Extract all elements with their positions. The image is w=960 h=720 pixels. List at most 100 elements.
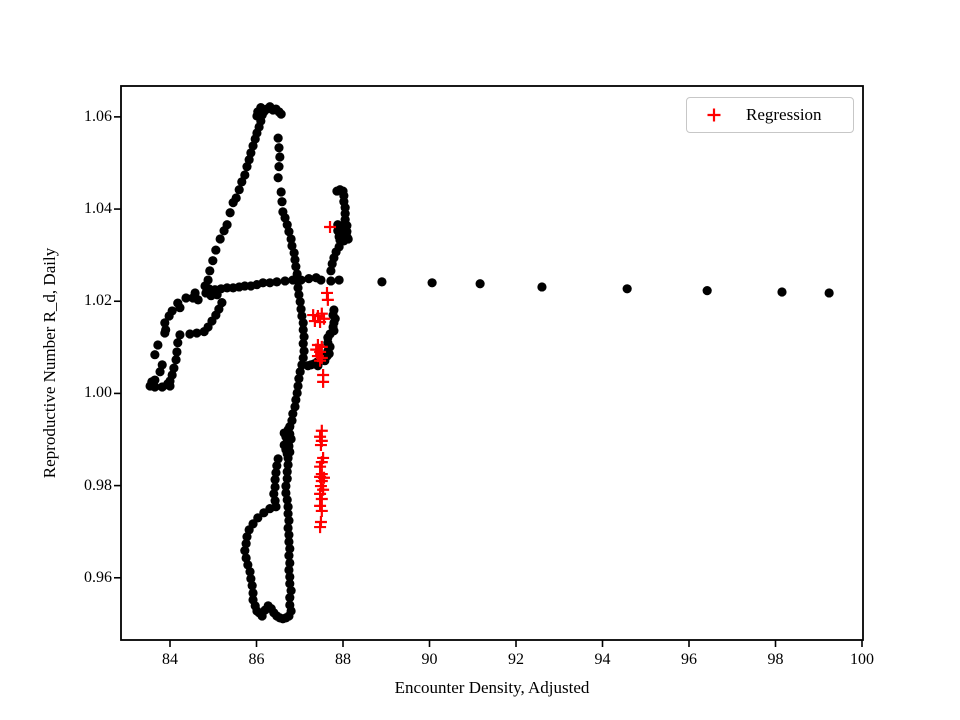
data-point [286, 586, 296, 596]
data-point [298, 325, 308, 335]
data-point [173, 298, 183, 308]
regression-point [315, 424, 328, 437]
data-point [326, 276, 336, 286]
data-point [247, 581, 257, 591]
y-tick-label: 1.04 [84, 200, 112, 218]
data-point [265, 278, 275, 288]
data-point [155, 367, 165, 377]
data-point [281, 488, 291, 498]
regression-point [321, 293, 334, 306]
data-point [258, 278, 268, 288]
data-point [291, 395, 301, 405]
data-point [161, 325, 171, 335]
data-point [294, 374, 304, 384]
data-point [153, 340, 163, 350]
data-point [169, 363, 179, 373]
data-point [326, 266, 336, 276]
data-point [164, 311, 174, 321]
data-point [283, 509, 293, 519]
data-point [163, 379, 173, 389]
x-tick-label: 94 [594, 651, 611, 668]
data-point [298, 353, 308, 363]
x-tick-label: 84 [162, 651, 178, 668]
data-point [334, 275, 344, 285]
data-point [240, 545, 250, 556]
data-point [241, 553, 251, 563]
data-point [273, 454, 283, 464]
data-point [276, 187, 286, 197]
data-point [185, 329, 195, 339]
regression-point [314, 460, 327, 473]
data-point [283, 460, 293, 470]
data-point [304, 274, 314, 284]
data-point [157, 360, 167, 370]
data-point [284, 565, 294, 575]
data-point [150, 350, 160, 360]
data-point [702, 286, 712, 296]
data-point [284, 516, 294, 526]
regression-plus-icon [704, 105, 724, 125]
data-point [622, 284, 632, 294]
data-point [282, 495, 292, 505]
data-point [217, 298, 227, 308]
data-point [270, 475, 280, 485]
data-point [280, 276, 290, 286]
data-point [327, 259, 337, 269]
data-point [295, 297, 305, 307]
data-point [175, 330, 185, 340]
data-point [272, 277, 282, 287]
data-point [283, 523, 293, 533]
data-point [291, 262, 301, 272]
data-point [150, 382, 160, 392]
data-point [287, 241, 297, 251]
data-point [242, 162, 252, 172]
y-tick-label: 0.98 [84, 476, 112, 494]
regression-point [315, 492, 328, 505]
data-point [241, 539, 251, 549]
data-point [192, 328, 202, 338]
data-point [193, 295, 203, 305]
data-point [298, 318, 308, 328]
data-point [285, 600, 295, 610]
data-point [282, 474, 292, 484]
data-point [246, 574, 256, 584]
data-point [475, 279, 485, 289]
data-point [274, 162, 284, 172]
x-tick-label: 92 [508, 651, 524, 668]
data-point [242, 532, 252, 542]
data-point [243, 560, 253, 570]
x-tick-label: 88 [335, 651, 351, 668]
data-point [293, 381, 303, 391]
data-point [244, 525, 254, 535]
data-point [181, 293, 191, 303]
y-axis-label: Reproductive Number R_d, Daily [40, 247, 59, 479]
regression-point [314, 439, 327, 452]
data-point [240, 170, 250, 180]
data-point [171, 355, 181, 365]
data-point [293, 276, 303, 286]
data-point [252, 111, 262, 121]
x-tick-label: 100 [850, 651, 874, 668]
data-point [274, 143, 284, 153]
data-point [298, 339, 308, 349]
data-point [172, 347, 182, 357]
legend: Regression [686, 97, 854, 133]
data-point [248, 141, 258, 151]
data-point [294, 290, 304, 300]
data-point [288, 409, 298, 419]
data-point [244, 155, 254, 165]
data-point [276, 109, 286, 119]
data-point [285, 558, 295, 568]
data-point [343, 234, 353, 244]
data-point [286, 234, 296, 244]
data-point [201, 288, 211, 298]
data-point [269, 489, 279, 499]
data-point [427, 278, 437, 288]
y-tick-label: 1.00 [84, 384, 112, 402]
data-point [284, 537, 294, 547]
x-tick-label: 96 [681, 651, 697, 668]
data-point [283, 453, 293, 463]
data-point [234, 185, 244, 195]
